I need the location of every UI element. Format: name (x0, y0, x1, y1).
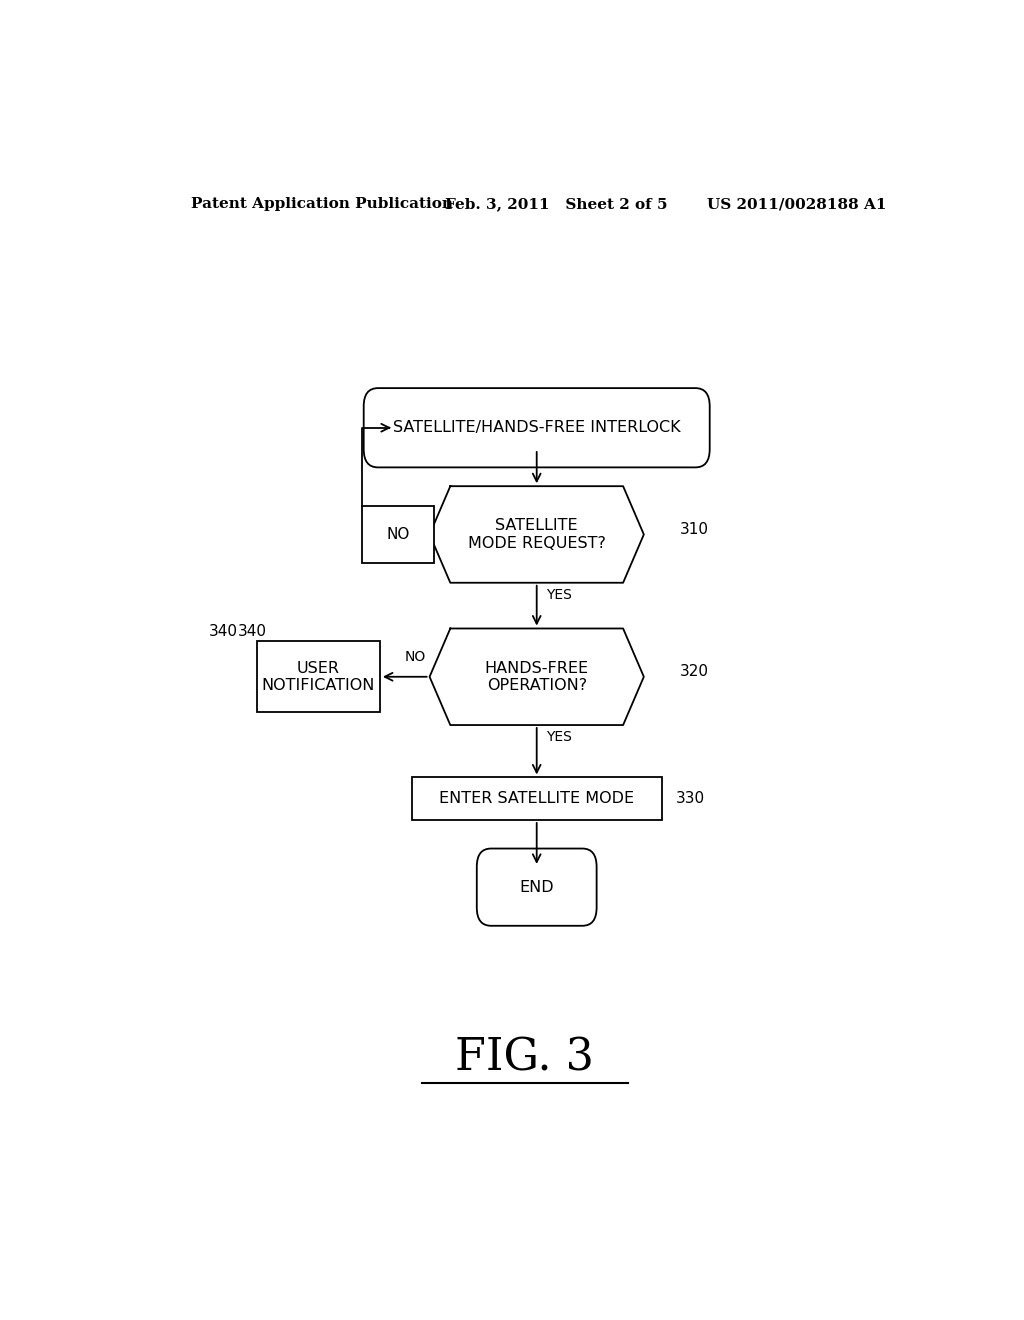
Text: FIG. 3: FIG. 3 (456, 1036, 594, 1080)
Text: 310: 310 (680, 521, 709, 537)
Text: SATELLITE
MODE REQUEST?: SATELLITE MODE REQUEST? (468, 519, 605, 550)
Text: YES: YES (546, 730, 572, 744)
FancyBboxPatch shape (364, 388, 710, 467)
Bar (257, 642, 380, 713)
Text: ENTER SATELLITE MODE: ENTER SATELLITE MODE (439, 791, 634, 807)
Text: END: END (519, 879, 554, 895)
Text: Patent Application Publication: Patent Application Publication (191, 197, 454, 211)
Text: USER
NOTIFICATION: USER NOTIFICATION (262, 660, 375, 693)
FancyBboxPatch shape (477, 849, 597, 925)
Text: US 2011/0028188 A1: US 2011/0028188 A1 (708, 197, 887, 211)
Text: HANDS-FREE
OPERATION?: HANDS-FREE OPERATION? (484, 660, 589, 693)
Text: SATELLITE/HANDS-FREE INTERLOCK: SATELLITE/HANDS-FREE INTERLOCK (393, 420, 681, 436)
Text: 340: 340 (209, 623, 238, 639)
Polygon shape (430, 486, 644, 582)
Text: Feb. 3, 2011   Sheet 2 of 5: Feb. 3, 2011 Sheet 2 of 5 (445, 197, 668, 211)
Bar (362, 506, 433, 562)
Text: NO: NO (386, 527, 410, 543)
Polygon shape (430, 628, 644, 725)
Text: 340: 340 (238, 623, 266, 639)
Text: NO: NO (404, 649, 426, 664)
Text: YES: YES (546, 587, 572, 602)
Bar (412, 777, 662, 820)
Text: 320: 320 (680, 664, 709, 680)
Text: 330: 330 (676, 791, 705, 807)
